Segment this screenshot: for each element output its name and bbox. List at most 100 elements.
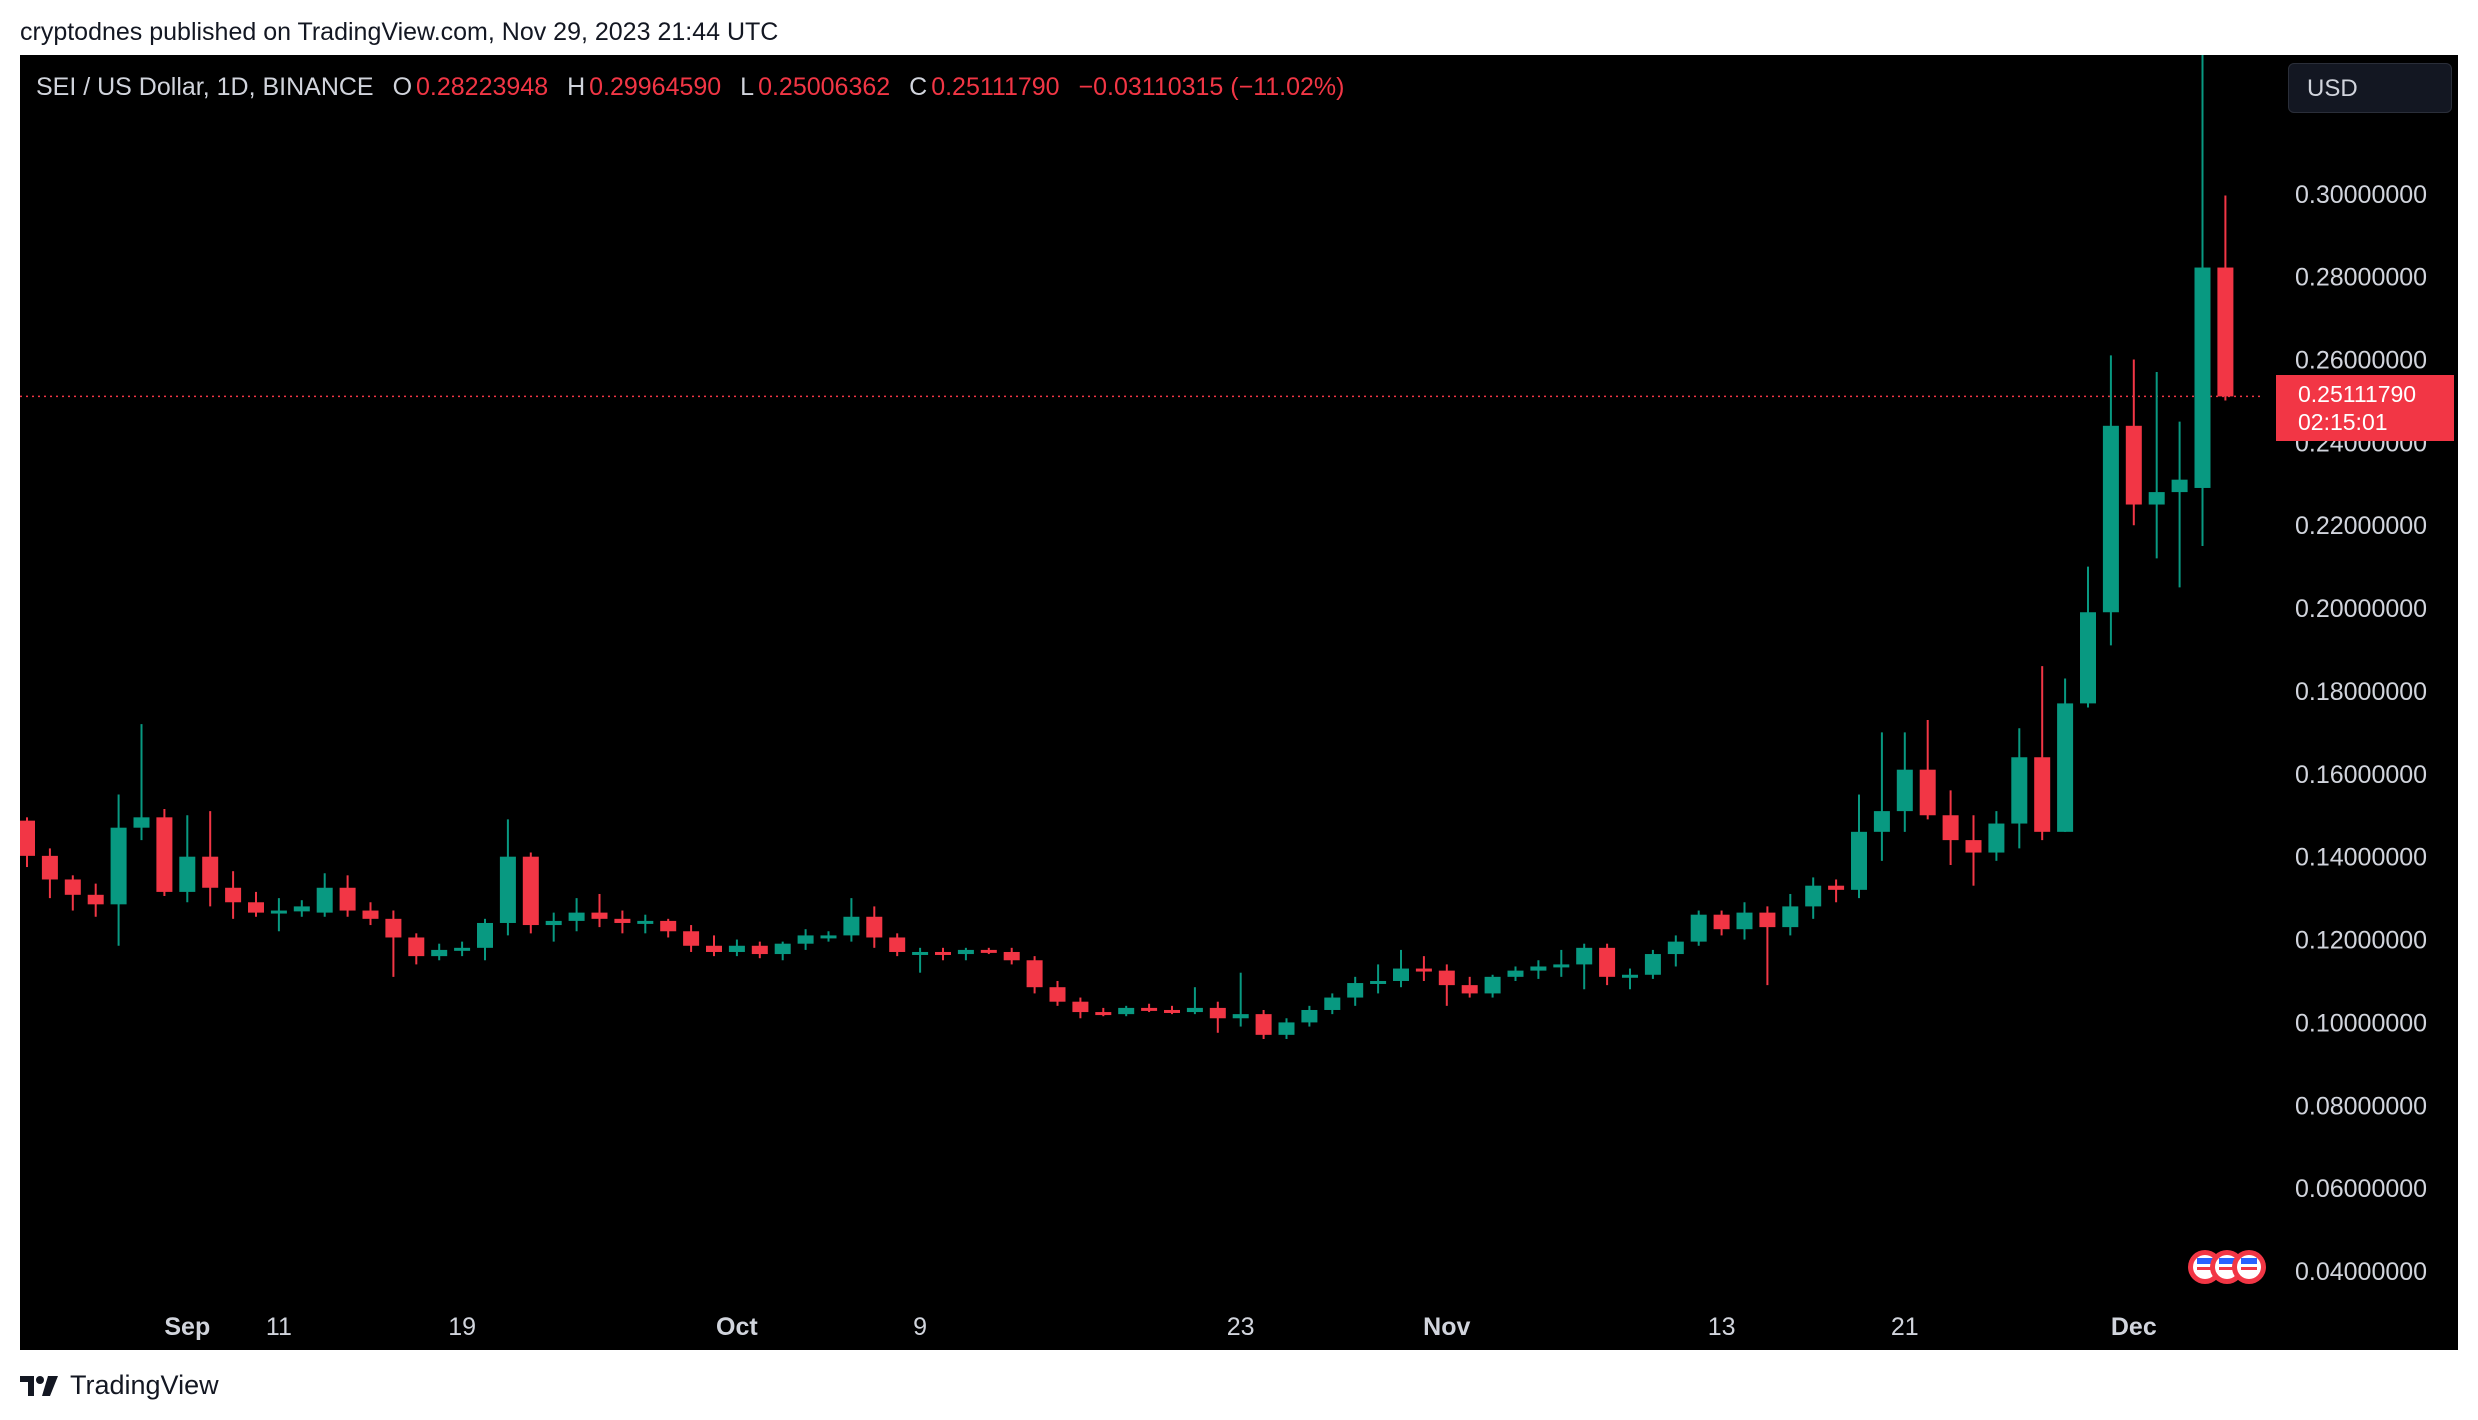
candle-body — [2057, 703, 2074, 832]
candle-body — [1026, 960, 1043, 988]
chart-panel[interactable]: 0.30000000 0.28000000 0.26000000 0.24000000… — [20, 55, 2458, 1350]
candle-body — [248, 902, 264, 913]
candle-body — [1164, 1009, 1180, 1013]
candle-body — [591, 912, 608, 919]
candle-body — [774, 943, 791, 955]
candle-body — [912, 951, 929, 955]
y-tick-label: 0.30000000 — [2295, 181, 2427, 209]
y-tick-label: 0.28000000 — [2295, 264, 2427, 292]
event-flag-icon — [2197, 1258, 2213, 1264]
y-tick-label: 0.08000000 — [2295, 1092, 2427, 1120]
open-label: O — [392, 73, 413, 101]
candle-body — [889, 937, 906, 952]
candle-body — [362, 910, 379, 919]
candle-body — [1072, 1001, 1089, 1013]
candle-body — [1805, 885, 1822, 907]
candle-body — [293, 906, 310, 912]
candle-body — [545, 920, 562, 926]
candle-body — [2194, 267, 2211, 488]
candle-body — [2034, 757, 2051, 832]
candle-body — [866, 916, 883, 938]
event-flag-icon — [2241, 1258, 2257, 1264]
candle-body — [751, 945, 768, 955]
candle-body — [1782, 906, 1799, 928]
candle-body — [1896, 769, 1913, 812]
candle-body — [156, 817, 173, 892]
candle-body — [568, 912, 585, 921]
candle-body — [20, 820, 35, 856]
candle-body — [2217, 267, 2234, 397]
candle-body — [1003, 951, 1020, 961]
candle-body — [843, 916, 860, 936]
candle-body — [1370, 980, 1387, 984]
candle-body — [1484, 976, 1501, 994]
high-value: 0.29964590 — [589, 73, 722, 101]
candle-body — [1415, 968, 1432, 972]
candle-body — [1965, 840, 1982, 853]
bar-countdown: 02:15:01 — [2298, 409, 2388, 435]
candle-body — [1759, 912, 1776, 928]
candle-body — [87, 894, 104, 905]
candle-body — [316, 887, 333, 913]
candle-body — [2011, 757, 2028, 824]
symbol-title[interactable]: SEI / US Dollar, 1D, BINANCE — [36, 73, 374, 101]
event-flag-icon — [2241, 1267, 2257, 1270]
x-tick-label: 19 — [448, 1313, 476, 1341]
candle-body — [499, 856, 516, 923]
candle-body — [64, 879, 81, 895]
candle-body — [1713, 914, 1730, 930]
x-tick-label: Oct — [716, 1313, 758, 1341]
x-tick-label: Dec — [2111, 1313, 2157, 1341]
candle-body — [225, 887, 242, 903]
last-price-value: 0.25111790 — [2298, 381, 2417, 407]
tradingview-logo-icon — [20, 1375, 58, 1396]
y-tick-label: 0.20000000 — [2295, 595, 2427, 623]
candle-body — [683, 931, 700, 946]
tradingview-logo[interactable]: TradingView — [20, 1370, 219, 1401]
event-flag-icon — [2197, 1267, 2213, 1270]
x-tick-label: 11 — [266, 1313, 292, 1341]
change-value: −0.03110315 (−11.02%) — [1078, 73, 1345, 101]
candle-body — [2102, 425, 2119, 613]
candlestick-chart[interactable]: 0.300000000.280000000.260000000.24000000… — [20, 55, 2458, 1350]
event-flag-icon — [2219, 1258, 2235, 1264]
y-tick-label: 0.10000000 — [2295, 1009, 2427, 1037]
candle-body — [1828, 885, 1845, 890]
y-tick-label: 0.26000000 — [2295, 347, 2427, 375]
x-tick-label: 21 — [1891, 1313, 1919, 1341]
candle-body — [1347, 983, 1364, 998]
candle-body — [408, 937, 425, 957]
candle-body — [1622, 974, 1638, 978]
high-label: H — [567, 73, 586, 101]
publisher-text: cryptodnes published on TradingView.com,… — [20, 18, 779, 46]
candle-body — [454, 947, 471, 951]
candle-body — [2148, 492, 2165, 505]
candle-body — [1690, 914, 1707, 942]
candle-body — [1209, 1007, 1226, 1019]
x-tick-label: Sep — [164, 1313, 210, 1341]
candle-body — [957, 949, 974, 955]
candle-body — [1141, 1007, 1158, 1011]
close-label: C — [909, 73, 928, 101]
x-tick-label: 9 — [913, 1313, 927, 1341]
low-label: L — [740, 73, 755, 101]
y-tick-label: 0.04000000 — [2295, 1258, 2427, 1286]
candle-body — [1278, 1022, 1295, 1035]
symbol-legend: SEI / US Dollar, 1D, BINANCE O 0.28223948… — [36, 73, 1356, 102]
candle-body — [1324, 997, 1341, 1010]
candle-body — [1049, 987, 1066, 1002]
candle-body — [1461, 985, 1478, 994]
candle-body — [2125, 425, 2142, 505]
candle-body — [728, 945, 745, 952]
candle-body — [477, 922, 493, 948]
candle-body — [1736, 912, 1753, 930]
candle-body — [820, 935, 837, 939]
candle-body — [1255, 1014, 1272, 1035]
low-value: 0.25006362 — [758, 73, 891, 101]
candle-body — [980, 949, 997, 953]
candle-body — [202, 856, 219, 888]
candle-body — [1942, 815, 1959, 841]
currency-button[interactable]: USD — [2288, 63, 2452, 113]
candle-body — [1851, 831, 1867, 890]
candle-body — [431, 949, 448, 957]
